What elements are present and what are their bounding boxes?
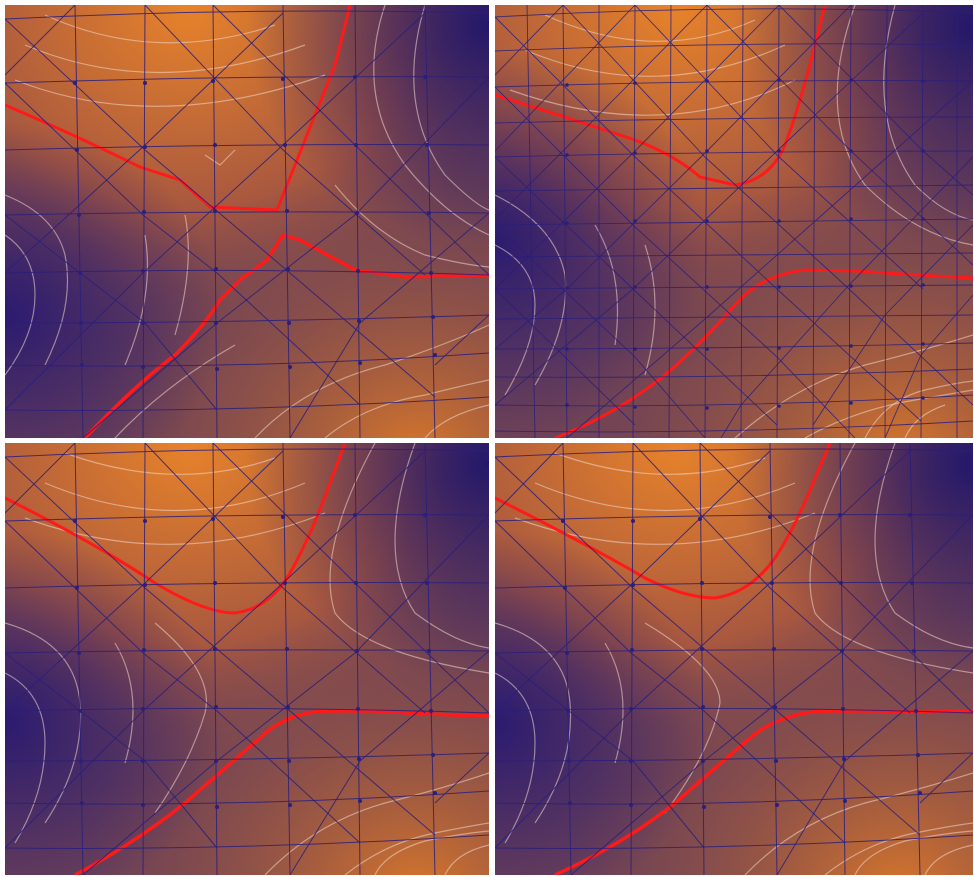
cool-region xyxy=(5,5,489,438)
critical-isoline xyxy=(5,443,489,875)
mesh-field-svg xyxy=(5,5,489,438)
mesh-field-svg xyxy=(5,443,489,875)
isolines xyxy=(495,5,973,438)
mesh-vertices xyxy=(73,75,437,371)
mesh-field-svg xyxy=(495,443,973,875)
mesh-triangulation xyxy=(5,443,489,875)
panel-bottom-left xyxy=(5,443,489,875)
mesh-field-svg xyxy=(495,5,973,438)
panel-top-right xyxy=(495,5,973,438)
mesh-vertices xyxy=(565,78,925,410)
mesh-vertices xyxy=(561,513,922,809)
critical-isoline xyxy=(495,5,973,438)
panel-top-left xyxy=(5,5,489,438)
panel-bottom-right xyxy=(495,443,973,875)
mesh-vertices xyxy=(73,513,437,809)
critical-isoline xyxy=(495,443,973,875)
isolines xyxy=(5,443,489,875)
critical-isoline xyxy=(5,5,489,438)
cool-region xyxy=(5,443,489,875)
